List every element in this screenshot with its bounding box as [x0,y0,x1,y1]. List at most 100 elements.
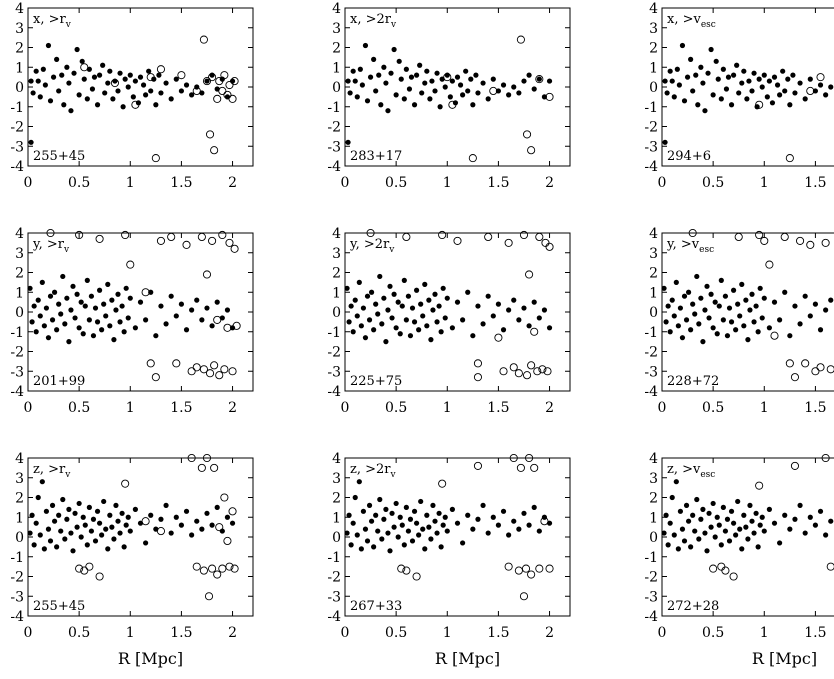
filled-point [357,66,363,72]
open-point [85,562,94,571]
filled-point [178,301,185,307]
open-point [146,73,155,82]
open-point [167,232,176,241]
x-tick-label: 1.5 [487,625,509,641]
filled-point [700,339,706,345]
filled-point [28,78,34,84]
filled-point [189,532,195,538]
filled-point [96,72,103,78]
filled-point [417,62,423,68]
filled-point [375,311,381,317]
filled-point [173,313,179,319]
filled-point [705,70,711,76]
filled-point [82,303,88,309]
filled-point [113,307,119,313]
filled-point [153,102,159,108]
filled-point [674,66,680,72]
filled-point [407,516,414,522]
filled-point [163,80,169,86]
filled-point [132,506,138,512]
filled-point [761,528,767,534]
open-point [811,367,820,376]
filled-point [436,510,442,516]
filled-point [356,479,362,485]
open-point [131,100,140,109]
count-annotation: 255+45 [33,599,85,614]
open-point [499,367,508,376]
filled-point [720,504,726,510]
panel-label-subscript: v [390,470,397,480]
filled-point [45,526,52,532]
filled-point [86,504,92,510]
open-point [717,562,726,571]
x-tick-label: 2 [545,175,554,191]
filled-point [771,74,778,80]
count-annotation: 294+6 [667,149,711,164]
open-point [473,359,483,368]
filled-point [117,70,123,76]
filled-point [346,512,352,518]
y-tick-label: 0 [15,530,24,546]
filled-point [148,88,154,94]
filled-point [426,524,432,530]
open-point [770,331,779,340]
filled-point [117,530,123,536]
filled-point [718,277,724,283]
y-tick-label: 4 [649,226,658,242]
filled-point [346,319,352,325]
filled-point [109,297,115,303]
y-tick-label: -1 [10,550,24,566]
filled-point [101,498,107,505]
filled-point [418,498,424,505]
filled-point [121,544,127,550]
filled-point [470,526,476,532]
filled-point [94,508,101,514]
filled-point [350,68,356,74]
filled-point [399,303,405,309]
x-tick-label: 1.5 [804,175,826,191]
filled-point [214,299,220,305]
panel-y-2: -4 -3 -2 -1 0 1 2 3 4 0 0.5 1 1.5 2 y, >2rv 225+75 [327,226,571,416]
open-point [755,481,764,490]
panel-label-main: z, >2r [350,462,391,477]
filled-point [677,305,684,311]
filled-point [60,273,66,280]
filled-point [158,516,164,522]
filled-point [470,333,476,339]
open-point [533,367,542,376]
open-point [197,232,206,241]
filled-point [84,96,90,102]
filled-point [422,546,428,552]
filled-point [121,329,127,335]
filled-point [777,317,783,323]
filled-point [358,546,364,552]
panel-label: x, >2rv [350,12,397,30]
y-tick-label: -3 [10,139,24,155]
filled-point [137,299,144,305]
filled-point [465,88,471,94]
open-point [545,242,554,251]
filled-point [359,82,365,88]
filled-point [726,305,733,311]
filled-point [667,520,673,526]
open-point [402,566,411,575]
x-tick-label: 2 [545,400,554,416]
filled-point [90,516,97,522]
plot-frame [344,7,571,167]
open-point [192,363,201,372]
filled-point [42,82,48,88]
open-point [527,361,536,370]
filled-point [662,139,668,145]
filled-point [352,494,358,501]
open-point [228,367,237,376]
filled-point [722,528,729,534]
x-tick-label: 2 [228,400,237,416]
filled-point [376,72,382,78]
y-tick-label: 4 [15,1,24,17]
filled-point [43,305,50,311]
filled-point [209,323,215,329]
filled-point [109,524,115,530]
filled-point [759,84,765,90]
